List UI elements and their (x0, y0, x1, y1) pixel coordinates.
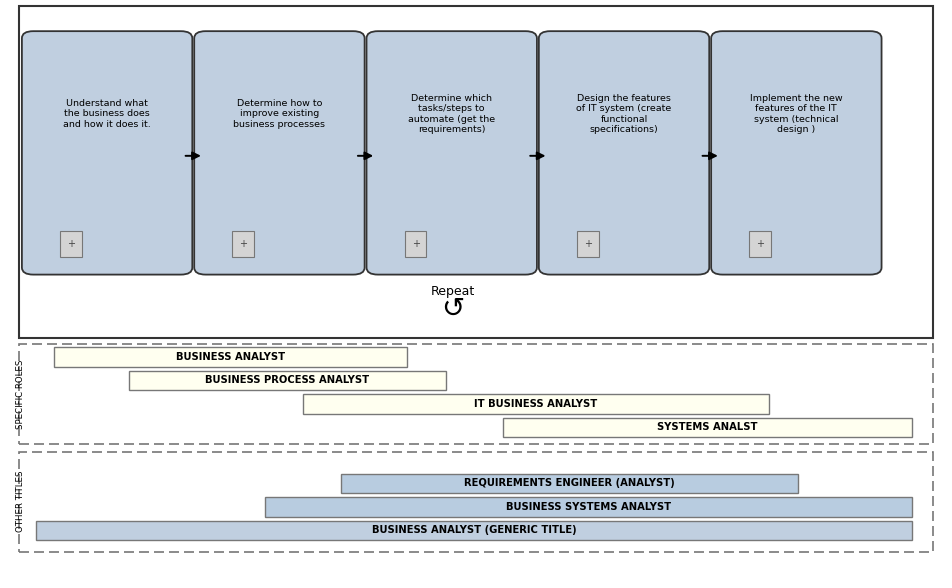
FancyBboxPatch shape (367, 31, 537, 275)
Text: SPECIFIC ROLES: SPECIFIC ROLES (16, 359, 26, 429)
Text: BUSINESS SYSTEMS ANALYST: BUSINESS SYSTEMS ANALYST (506, 502, 671, 512)
Text: +: + (756, 239, 764, 249)
FancyBboxPatch shape (405, 231, 426, 257)
Text: +: + (584, 239, 592, 249)
Text: BUSINESS ANALYST: BUSINESS ANALYST (176, 352, 285, 362)
Text: Determine which
tasks/steps to
automate (get the
requirements): Determine which tasks/steps to automate … (408, 94, 495, 134)
Text: IT BUSINESS ANALYST: IT BUSINESS ANALYST (474, 399, 598, 409)
FancyBboxPatch shape (19, 344, 933, 444)
Text: Repeat: Repeat (431, 285, 475, 298)
Text: +: + (239, 239, 248, 249)
FancyBboxPatch shape (303, 394, 769, 414)
FancyBboxPatch shape (503, 417, 912, 437)
FancyBboxPatch shape (60, 231, 82, 257)
Text: Implement the new
features of the IT
system (technical
design ): Implement the new features of the IT sys… (750, 94, 843, 134)
FancyBboxPatch shape (22, 31, 192, 275)
FancyBboxPatch shape (711, 31, 882, 275)
Text: OTHER TITLES: OTHER TITLES (16, 471, 26, 532)
Text: SYSTEMS ANALST: SYSTEMS ANALST (657, 422, 758, 433)
FancyBboxPatch shape (577, 231, 599, 257)
Text: REQUIREMENTS ENGINEER (ANALYST): REQUIREMENTS ENGINEER (ANALYST) (464, 478, 675, 489)
FancyBboxPatch shape (539, 31, 709, 275)
FancyBboxPatch shape (19, 6, 933, 338)
FancyBboxPatch shape (194, 31, 365, 275)
FancyBboxPatch shape (265, 497, 912, 516)
Text: +: + (67, 239, 75, 249)
FancyBboxPatch shape (129, 371, 446, 390)
Text: Design the features
of IT system (create
functional
specifications): Design the features of IT system (create… (576, 94, 672, 134)
FancyBboxPatch shape (749, 231, 771, 257)
FancyBboxPatch shape (19, 452, 933, 552)
Text: BUSINESS PROCESS ANALYST: BUSINESS PROCESS ANALYST (205, 375, 369, 386)
Text: Determine how to
improve existing
business processes: Determine how to improve existing busine… (233, 99, 326, 129)
FancyBboxPatch shape (54, 347, 407, 367)
Text: BUSINESS ANALYST (GENERIC TITLE): BUSINESS ANALYST (GENERIC TITLE) (372, 525, 576, 536)
Text: +: + (411, 239, 420, 249)
Text: Understand what
the business does
and how it does it.: Understand what the business does and ho… (63, 99, 151, 129)
FancyBboxPatch shape (341, 474, 798, 493)
Text: ↺: ↺ (442, 295, 465, 323)
FancyBboxPatch shape (36, 521, 912, 540)
FancyBboxPatch shape (232, 231, 254, 257)
